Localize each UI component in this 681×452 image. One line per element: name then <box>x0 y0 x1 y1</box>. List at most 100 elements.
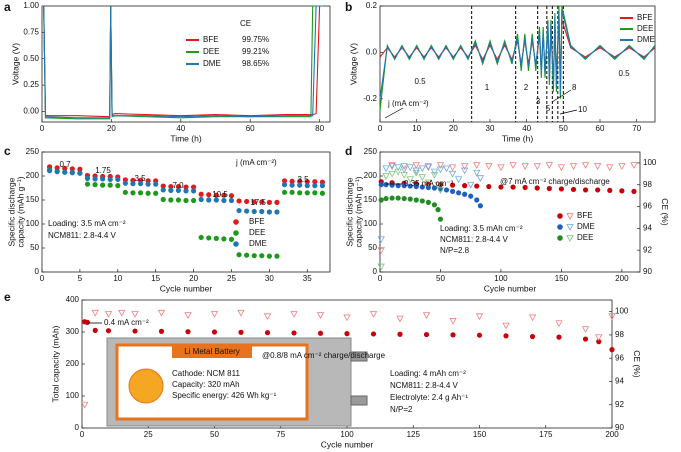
capacity-point <box>401 183 407 189</box>
capacity-point <box>378 197 384 203</box>
ce-point <box>581 162 590 169</box>
data-point <box>100 176 106 182</box>
annotation: NCM811: 2.8-4.4 V <box>390 381 459 390</box>
ce-point <box>406 164 414 172</box>
data-point <box>259 208 265 215</box>
annotation: 7.0 <box>172 181 184 190</box>
y-axis-title: capacity (mAh g⁻¹) <box>15 176 25 247</box>
capacity-point <box>383 182 389 188</box>
ce-point <box>424 163 433 171</box>
inset-line: Capacity: 320 mAh <box>172 380 240 389</box>
data-point <box>130 190 136 196</box>
capacity-point <box>476 332 483 338</box>
y-tick-label: 0.50 <box>23 54 39 63</box>
capacity-point <box>474 183 480 189</box>
series-line <box>42 5 324 120</box>
ce-point <box>608 313 616 321</box>
data-point <box>259 199 265 205</box>
data-point <box>312 190 318 196</box>
data-point <box>190 188 197 194</box>
plot-frame <box>41 151 331 273</box>
y-axis-title: Voltage (V) <box>10 43 20 85</box>
capacity-point <box>238 329 244 335</box>
data-point <box>160 183 166 189</box>
data-point <box>153 181 159 187</box>
x-tick-label: 75 <box>276 430 285 439</box>
ce-point <box>430 168 439 176</box>
annotation: Loading: 3.5 mAh cm⁻² <box>440 224 523 233</box>
data-point <box>304 190 310 196</box>
x-tick-label: 50 <box>210 430 219 439</box>
ce-point <box>400 172 408 179</box>
ce-point <box>436 166 445 174</box>
data-point <box>266 199 272 205</box>
data-point <box>281 182 288 188</box>
annotation: 2 <box>524 83 529 92</box>
data-point <box>190 197 197 204</box>
capacity-point <box>158 328 165 334</box>
annotation: NCM811: 2.8-4.4 V <box>440 235 509 244</box>
y-tick-label: 200 <box>26 171 40 180</box>
ce-point <box>394 164 402 172</box>
capacity-point <box>546 185 552 192</box>
legend-ce: 99.75% <box>242 35 269 44</box>
data-point <box>69 166 75 172</box>
ce-point <box>377 236 385 244</box>
x-tick-label: 50 <box>436 274 445 283</box>
data-point <box>84 181 91 187</box>
annotation: @7 mA cm⁻² charge/discharge <box>500 177 610 186</box>
capacity-point <box>570 186 577 193</box>
ce-point <box>316 312 325 319</box>
x-tick-label: 175 <box>539 430 553 439</box>
annotation: Loading: 4 mAh cm⁻² <box>390 369 466 378</box>
x-tick-label: 0 <box>80 430 85 439</box>
plot-frame <box>379 151 641 273</box>
y-tick-label: 50 <box>30 243 39 252</box>
data-point <box>198 196 204 203</box>
capacity-point <box>450 332 456 338</box>
capacity-point <box>449 188 456 194</box>
ce-point <box>412 167 420 175</box>
data-point <box>92 182 98 188</box>
data-point <box>168 197 174 203</box>
y-axis-title: Specific discharge <box>6 177 16 246</box>
data-point <box>160 187 166 193</box>
y2-axis-title: CE (%) <box>632 350 642 378</box>
ce-point <box>569 163 578 171</box>
capacity-point <box>498 184 504 190</box>
legend-label: DME <box>203 59 221 68</box>
annotation: 10.5 <box>212 190 228 199</box>
capacity-point <box>456 190 462 196</box>
legend-swatch <box>566 213 574 220</box>
x-tick-label: 100 <box>494 274 508 283</box>
data-point <box>145 190 151 196</box>
cell-label-header <box>172 345 252 358</box>
legend-ce: 99.21% <box>242 47 269 56</box>
y-tick-label: 100 <box>66 391 80 400</box>
ce-point <box>595 334 603 342</box>
y-tick-label: 0 <box>75 423 80 432</box>
data-point <box>304 183 310 189</box>
x-tick-label: 150 <box>555 274 569 283</box>
y-axis-title: Voltage (V) <box>348 43 358 85</box>
x-tick-label: 0 <box>40 274 45 283</box>
cell-tab <box>350 395 368 406</box>
y-tick-label: 0.25 <box>23 80 39 89</box>
capacity-point <box>486 183 492 190</box>
data-point <box>221 197 227 204</box>
ce-point <box>157 309 166 317</box>
ce-point <box>290 311 298 318</box>
annotation: N/P=2 <box>390 405 413 414</box>
ce-point <box>442 165 451 173</box>
ce-point <box>418 165 426 173</box>
y-tick-label: 150 <box>26 195 40 204</box>
inset-title: Li Metal Battery <box>184 347 240 356</box>
legend-label: BFE <box>637 13 653 22</box>
legend-label: BFE <box>203 35 219 44</box>
x-tick-label: 10 <box>412 124 421 133</box>
y-tick-label: 50 <box>368 243 377 252</box>
y-tick-label: 250 <box>26 147 40 156</box>
data-point <box>251 253 257 259</box>
ce-point <box>388 162 396 169</box>
legend-swatch <box>233 230 239 236</box>
